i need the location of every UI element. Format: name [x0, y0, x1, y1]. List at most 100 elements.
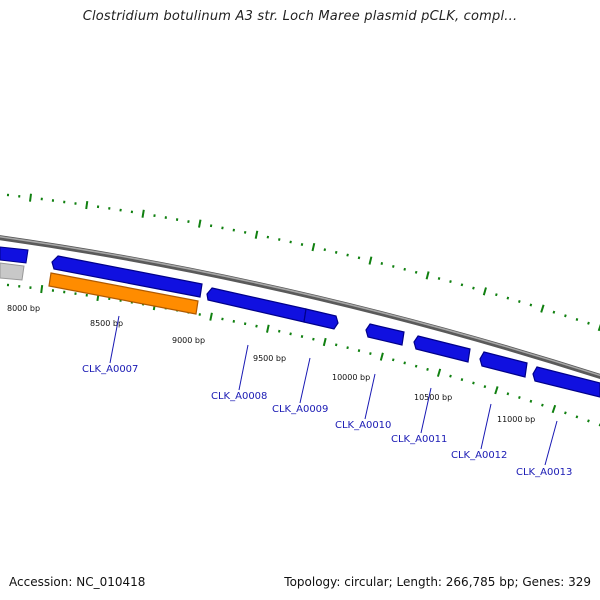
inner-minor-tick: [529, 399, 533, 403]
leader-line-clk-a0009: [299, 357, 311, 404]
inner-minor-tick: [449, 374, 452, 378]
accession-text: Accession: NC_010418: [9, 575, 146, 589]
inner-minor-tick: [564, 411, 567, 415]
gene-label-clk-a0010[interactable]: CLK_A0010: [335, 420, 391, 431]
selected-feature-orange[interactable]: [48, 272, 199, 315]
inner-minor-tick: [414, 364, 418, 368]
leader-line-clk-a0010: [364, 373, 376, 420]
cds-feature-clk-a0013[interactable]: [532, 366, 600, 398]
cds-feature-clk-a0008[interactable]: [206, 287, 307, 323]
outer-minor-tick: [187, 220, 190, 223]
outer-major-tick: [198, 219, 202, 228]
outer-minor-tick: [221, 226, 224, 230]
inner-minor-tick: [483, 385, 487, 389]
cds-feature-left[interactable]: [0, 246, 29, 264]
inner-minor-tick: [587, 419, 590, 423]
gene-label-clk-a0007[interactable]: CLK_A0007: [82, 364, 138, 375]
inner-major-tick: [551, 404, 557, 414]
outer-minor-tick: [587, 321, 590, 325]
outer-major-tick: [311, 242, 316, 252]
outer-minor-tick: [495, 293, 498, 297]
inner-minor-tick: [575, 415, 579, 419]
outer-minor-tick: [472, 286, 475, 290]
outer-major-tick: [597, 323, 600, 332]
topology-summary: Topology: circular; Length: 266,785 bp; …: [284, 575, 591, 589]
gene-label-clk-a0012[interactable]: CLK_A0012: [451, 450, 507, 461]
outer-minor-tick: [575, 318, 579, 321]
outer-minor-tick: [506, 296, 510, 300]
backbone-circle: [0, 235, 600, 380]
inner-minor-tick: [289, 332, 292, 336]
inner-minor-tick: [243, 322, 247, 326]
cds-feature-clk-a0007[interactable]: [51, 255, 203, 298]
outer-ticks: [6, 193, 600, 332]
bp-label-9000: 9000 bp: [172, 336, 205, 345]
leader-line-clk-a0011: [420, 387, 432, 434]
outer-minor-tick: [460, 283, 464, 287]
inner-minor-tick: [369, 352, 372, 356]
map-title: Clostridium botulinum A3 str. Loch Maree…: [82, 9, 518, 24]
outer-minor-tick: [289, 240, 292, 244]
inner-major-tick: [379, 352, 384, 361]
leader-line-clk-a0007: [109, 315, 120, 364]
bp-label-9500: 9500 bp: [253, 354, 286, 363]
gene-label-clk-a0009[interactable]: CLK_A0009: [272, 404, 328, 415]
inner-minor-tick: [472, 381, 475, 385]
leader-line-clk-a0008: [238, 344, 249, 391]
inner-minor-tick: [506, 392, 510, 396]
bp-label-8000: 8000 bp: [7, 304, 40, 313]
inner-minor-tick: [518, 395, 521, 400]
inner-minor-tick: [426, 367, 429, 371]
gene-label-clk-a0011[interactable]: CLK_A0011: [391, 434, 447, 445]
inner-minor-tick: [232, 319, 236, 323]
outer-minor-tick: [392, 264, 395, 268]
outer-major-tick: [85, 200, 89, 210]
outer-minor-tick: [449, 280, 452, 284]
inner-minor-tick: [278, 329, 281, 333]
outer-minor-tick: [346, 253, 349, 257]
cds-feature-clk-a0009[interactable]: [303, 308, 339, 330]
inner-major-tick: [436, 368, 442, 377]
leader-line-clk-a0013: [544, 420, 558, 466]
outer-major-tick: [482, 287, 487, 296]
bp-label-8500: 8500 bp: [90, 319, 123, 328]
cds-feature-clk-a0010[interactable]: [365, 323, 405, 346]
outer-minor-tick: [564, 314, 567, 318]
outer-minor-tick: [518, 300, 521, 303]
inner-major-tick: [209, 312, 213, 321]
inner-minor-tick: [391, 358, 395, 362]
gene-label-clk-a0013[interactable]: CLK_A0013: [516, 467, 572, 478]
outer-minor-tick: [403, 267, 406, 271]
rna-feature[interactable]: [0, 262, 25, 281]
inner-minor-tick: [357, 349, 361, 353]
bp-label-11000: 11000 bp: [497, 415, 535, 424]
inner-minor-tick: [403, 361, 406, 365]
outer-minor-tick: [380, 262, 384, 265]
outer-minor-tick: [266, 235, 270, 239]
gene-label-clk-a0008[interactable]: CLK_A0008: [211, 391, 267, 402]
inner-minor-tick: [312, 337, 315, 341]
inner-major-tick: [494, 386, 499, 395]
inner-minor-tick: [460, 378, 464, 382]
outer-major-tick: [254, 230, 259, 239]
bp-label-10500: 10500 bp: [414, 393, 452, 402]
outer-minor-tick: [278, 238, 281, 241]
outer-minor-tick: [437, 277, 441, 280]
inner-minor-tick: [198, 313, 201, 316]
inner-minor-tick: [300, 335, 304, 338]
bp-label-10000: 10000 bp: [332, 373, 370, 382]
cds-feature-clk-a0012[interactable]: [479, 351, 528, 378]
inner-major-tick: [266, 324, 270, 333]
leader-line-clk-a0012: [480, 403, 492, 450]
inner-minor-tick: [334, 343, 338, 347]
cds-feature-clk-a0011[interactable]: [413, 335, 471, 363]
inner-minor-tick: [541, 403, 544, 407]
outer-minor-tick: [323, 248, 327, 252]
inner-minor-tick: [221, 317, 224, 321]
outer-major-tick: [29, 193, 32, 202]
inner-major-tick: [322, 337, 327, 347]
outer-minor-tick: [357, 256, 361, 260]
backbone-highlight: [0, 235, 600, 377]
outer-minor-tick: [414, 270, 418, 274]
